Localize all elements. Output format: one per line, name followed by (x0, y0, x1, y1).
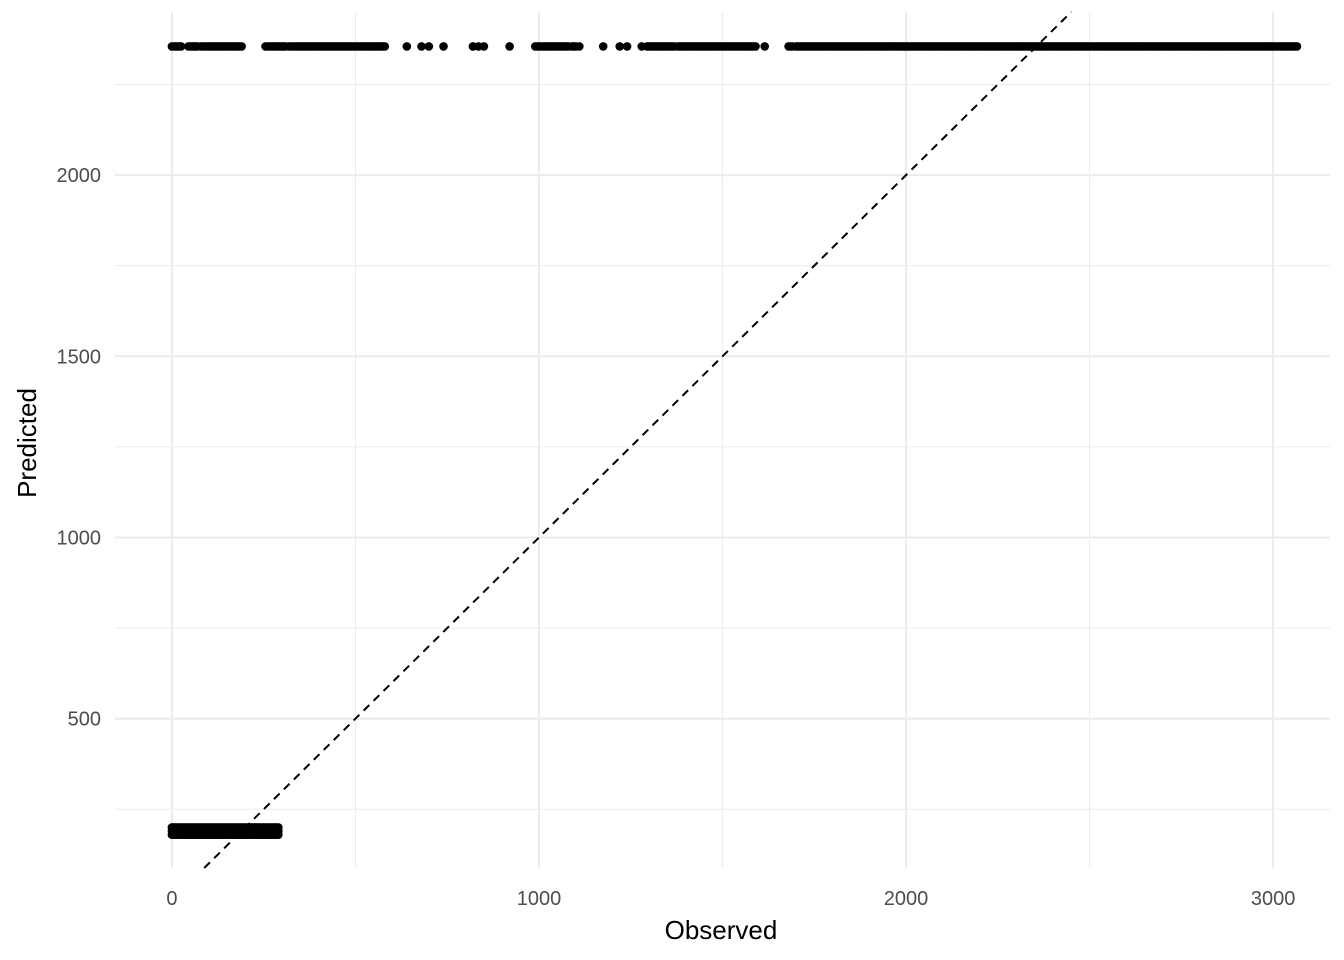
data-point (760, 42, 770, 51)
data-point (176, 42, 186, 51)
data-point (402, 42, 412, 51)
identity-reference-line (203, 11, 1072, 869)
data-point (417, 42, 426, 51)
reference-line-layer (203, 11, 1072, 869)
data-point (274, 823, 283, 832)
y-tick-label: 1500 (57, 346, 102, 368)
data-point (237, 42, 246, 51)
y-axis-title: Predicted (12, 388, 42, 498)
data-point (598, 42, 608, 51)
x-axis-title: Observed (665, 915, 778, 945)
y-axis-tick-labels: 500 1000 1500 2000 (57, 165, 102, 731)
data-point (575, 42, 584, 51)
data-point (622, 42, 632, 51)
data-point (615, 42, 625, 51)
y-tick-label: 500 (68, 709, 101, 731)
data-point (424, 42, 434, 51)
y-tick-label: 1000 (57, 527, 102, 549)
x-tick-label: 1000 (517, 888, 562, 910)
data-point (439, 42, 448, 51)
data-point (751, 42, 760, 51)
x-tick-label: 0 (166, 888, 177, 910)
data-point (505, 42, 514, 51)
minor-gridlines (115, 12, 1330, 868)
major-gridlines (115, 12, 1330, 868)
x-tick-label: 2000 (884, 888, 929, 910)
data-point (479, 42, 489, 51)
data-point (380, 42, 390, 51)
x-axis-tick-labels: 0 1000 2000 3000 (166, 888, 1295, 910)
y-tick-label: 2000 (57, 165, 102, 187)
data-point (1292, 42, 1302, 51)
x-tick-label: 3000 (1251, 888, 1296, 910)
data-points (167, 42, 1302, 839)
